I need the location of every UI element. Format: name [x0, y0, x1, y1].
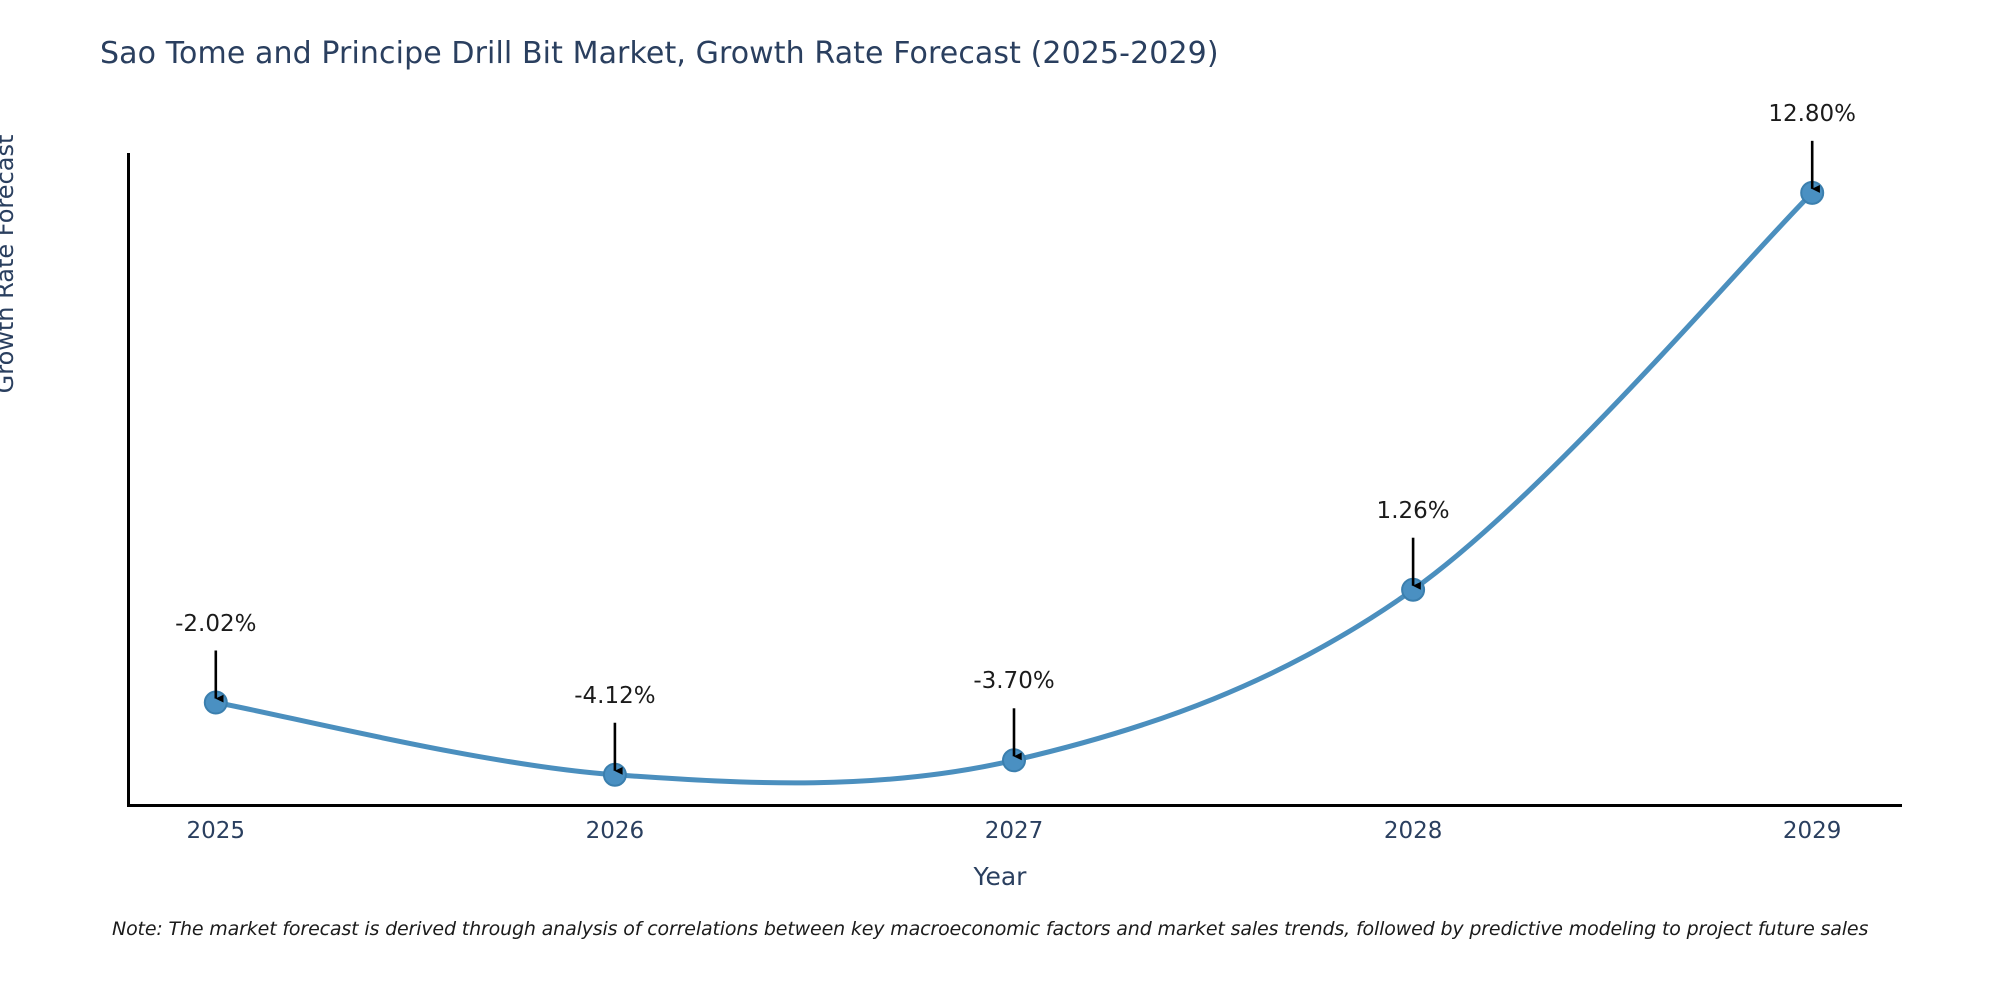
data-point-label: 1.26%: [1376, 497, 1450, 524]
data-point-label: -2.02%: [175, 610, 257, 637]
x-tick-label: 2025: [186, 818, 246, 844]
data-point-marker[interactable]: [602, 762, 627, 787]
y-axis-spine: [127, 153, 130, 807]
footnote-note: Note: The market forecast is derived thr…: [112, 918, 1869, 940]
x-axis-title: Year: [973, 862, 1027, 891]
data-point-marker[interactable]: [1401, 577, 1426, 602]
growth-rate-markers: [203, 180, 1825, 787]
data-point-marker[interactable]: [203, 690, 228, 715]
growth-rate-line: [213, 190, 1815, 786]
data-point-label: -4.12%: [574, 682, 656, 709]
data-point-label: 12.80%: [1768, 100, 1857, 127]
x-axis-spine: [127, 804, 1902, 807]
data-point-marker[interactable]: [1002, 748, 1026, 773]
x-tick-label: 2028: [1383, 818, 1443, 844]
data-point-label: -3.70%: [973, 668, 1055, 695]
y-axis-title: Growth Rate Forecast: [0, 134, 19, 394]
x-tick-label: 2029: [1782, 818, 1842, 844]
data-point-marker[interactable]: [1800, 180, 1825, 205]
page-title: Sao Tome and Principe Drill Bit Market, …: [100, 36, 1219, 71]
x-tick-label: 2027: [984, 818, 1044, 844]
x-tick-label: 2026: [585, 818, 645, 844]
